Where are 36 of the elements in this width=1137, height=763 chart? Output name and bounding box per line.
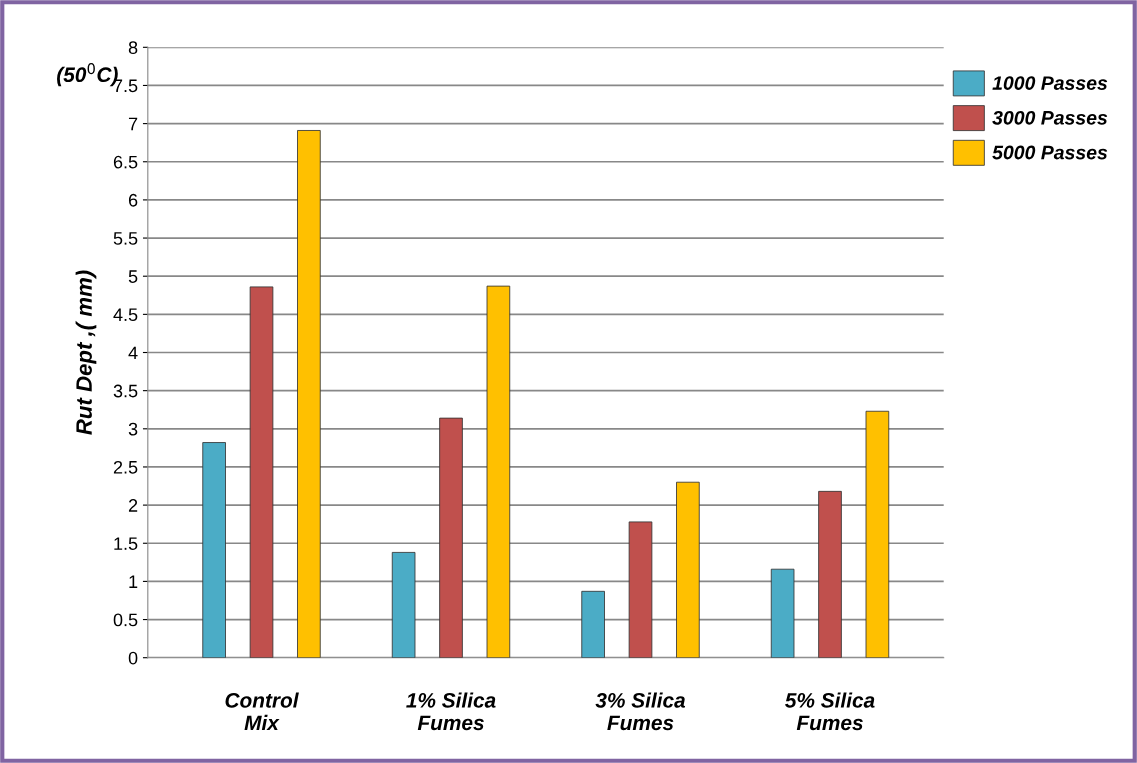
y-tick-label: 2 [128, 499, 138, 512]
y-tick-label: 0.5 [113, 613, 138, 627]
y-tick-label: 1.5 [114, 537, 138, 550]
legend-label: 5000 Passes [992, 145, 1108, 160]
bar [770, 568, 795, 658]
bar [818, 490, 842, 658]
y-tick-label: 0 [128, 651, 138, 665]
y-tick-label: 6 [128, 193, 138, 207]
y-axis-title: Rut Dept ,( mm) [75, 270, 97, 435]
y-tick-label: 8 [128, 41, 138, 55]
y-tick-label: 5 [128, 270, 138, 283]
legend-label: 3000 Passes [992, 110, 1108, 125]
y-tick-label: 4 [128, 346, 138, 360]
x-tick-label: 3% Silica Fumes [595, 692, 686, 731]
bar [628, 521, 653, 658]
legend-label: 1000 Passes [992, 76, 1108, 90]
bar [865, 410, 890, 658]
y-tick-label: 7 [128, 117, 138, 131]
y-tick-label: 4.5 [113, 308, 138, 322]
y-tick-label: 3 [128, 422, 138, 436]
bar [676, 481, 700, 658]
y-tick-label: 6.5 [113, 155, 138, 169]
bar [486, 285, 511, 658]
y-tick-label: 3.5 [113, 384, 138, 398]
bar [249, 286, 274, 658]
y-tick-label: 5.5 [113, 232, 138, 245]
bar [391, 551, 416, 658]
bar [202, 442, 226, 658]
x-tick-label: 5% Silica Fumes [785, 692, 875, 731]
x-tick-label: Control Mix [225, 692, 299, 730]
bar [297, 130, 321, 658]
y-tick-label: 2.5 [113, 460, 138, 474]
bar [439, 417, 463, 658]
x-tick-label: 1% Silica Fumes [406, 692, 496, 731]
bar [581, 590, 605, 658]
y-tick-label: 1 [129, 575, 138, 588]
